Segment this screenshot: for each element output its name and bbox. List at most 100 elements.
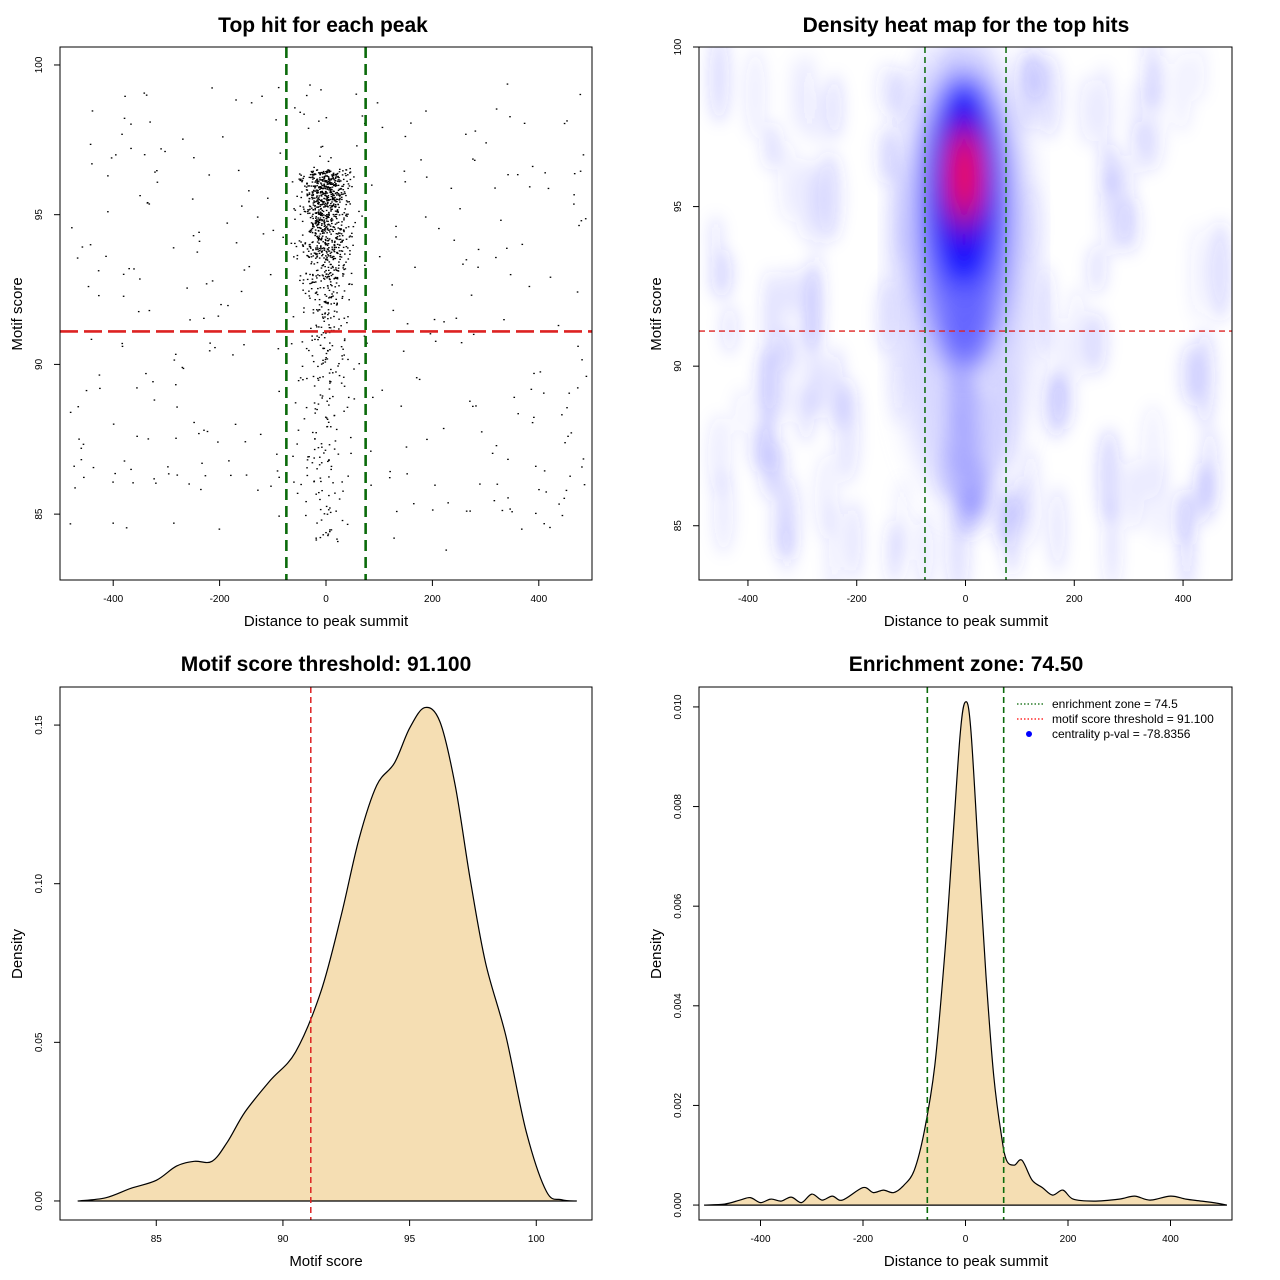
scatter-point <box>333 269 335 271</box>
scatter-point <box>306 459 309 461</box>
scatter-point <box>89 244 92 246</box>
scatter-point <box>314 408 317 410</box>
scatter-point <box>420 159 422 161</box>
scatter-point <box>308 349 310 352</box>
scatter-point <box>469 400 471 402</box>
scatter-point <box>176 406 178 408</box>
scatter-point <box>328 459 330 462</box>
scatter-point <box>314 220 317 222</box>
scatter-point <box>320 179 323 181</box>
scatter-point <box>561 514 564 517</box>
scatter-point <box>349 253 351 255</box>
scatter-point <box>323 513 326 515</box>
scatter-point <box>325 218 328 220</box>
scatter-point <box>214 346 216 349</box>
scatter-point <box>325 243 328 245</box>
scatter-point <box>105 255 107 258</box>
scatter-point <box>322 172 324 174</box>
scatter-point <box>324 275 327 278</box>
density-blob <box>1022 446 1040 549</box>
density-blob <box>1192 47 1206 102</box>
scatter-point <box>323 219 325 221</box>
scatter-point <box>314 207 317 210</box>
scatter-point <box>329 191 331 194</box>
scatter-point <box>349 235 352 237</box>
scatter-point <box>312 170 315 172</box>
scatter-point <box>314 252 317 255</box>
scatter-point <box>155 482 157 484</box>
scatter-point <box>434 484 436 486</box>
scatter-point <box>347 187 349 190</box>
scatter-point <box>450 187 453 189</box>
scatter-point <box>341 241 344 243</box>
scatter-point <box>581 466 583 468</box>
scatter-point <box>336 180 339 182</box>
scatter-point <box>309 247 312 249</box>
scatter-point <box>329 529 331 531</box>
scatter-point <box>563 497 566 499</box>
scatter-point <box>539 371 542 373</box>
scatter-point <box>473 159 476 161</box>
scatter-point <box>406 323 409 325</box>
scatter-point <box>318 181 320 183</box>
scatter-point <box>340 382 343 384</box>
scatter-point <box>349 203 352 205</box>
scatter-point <box>200 488 202 491</box>
scatter-point <box>174 384 177 386</box>
scatter-point <box>327 220 329 223</box>
scatter-point <box>311 335 313 337</box>
scatter-point <box>335 267 337 269</box>
scatter-point <box>328 181 331 183</box>
scatter-point <box>299 205 302 207</box>
scatter-point <box>327 287 330 289</box>
scatter-point <box>270 485 272 487</box>
scatter-point <box>566 407 568 409</box>
scatter-point <box>326 187 329 189</box>
scatter-point <box>465 133 467 135</box>
scatter-point <box>326 198 328 200</box>
scatter-point <box>311 225 314 227</box>
scatter-point <box>320 334 323 336</box>
scatter-point <box>338 171 341 173</box>
scatter-point <box>325 209 328 212</box>
scatter-point <box>321 265 324 267</box>
scatter-point <box>319 203 322 206</box>
scatter-point <box>455 317 458 319</box>
scatter-point <box>318 304 321 306</box>
scatter-point <box>276 453 278 455</box>
scatter-point <box>315 493 318 495</box>
scatter-point <box>337 232 340 234</box>
scatter-point <box>319 191 322 193</box>
scatter-point <box>320 224 323 226</box>
scatter-point <box>324 416 327 418</box>
scatter-point <box>307 456 309 458</box>
scatter-point <box>347 213 349 215</box>
chart-title: Motif score threshold: 91.100 <box>181 653 472 676</box>
scatter-point <box>395 225 397 228</box>
scatter-point <box>137 310 140 313</box>
scatter-point <box>321 247 324 250</box>
scatter-point <box>323 172 325 174</box>
scatter-point <box>335 217 338 220</box>
scatter-point <box>345 203 348 206</box>
scatter-point <box>145 94 148 96</box>
scatter-point <box>336 209 339 211</box>
scatter-point <box>320 251 323 253</box>
scatter-point <box>335 277 337 279</box>
scatter-point <box>311 232 314 234</box>
x-tick-label: -200 <box>210 594 230 605</box>
scatter-point <box>344 172 347 175</box>
scatter-point <box>306 474 309 477</box>
scatter-point <box>320 212 323 214</box>
scatter-point <box>152 381 154 383</box>
scatter-point <box>302 206 305 208</box>
scatter-point <box>336 278 339 280</box>
scatter-point <box>333 179 336 181</box>
scatter-point <box>326 188 329 190</box>
scatter-point <box>326 258 328 260</box>
scatter-point <box>328 199 330 201</box>
scatter-point <box>320 363 323 365</box>
scatter-point <box>325 531 327 534</box>
scatter-point <box>297 379 300 382</box>
scatter-point <box>318 209 320 211</box>
